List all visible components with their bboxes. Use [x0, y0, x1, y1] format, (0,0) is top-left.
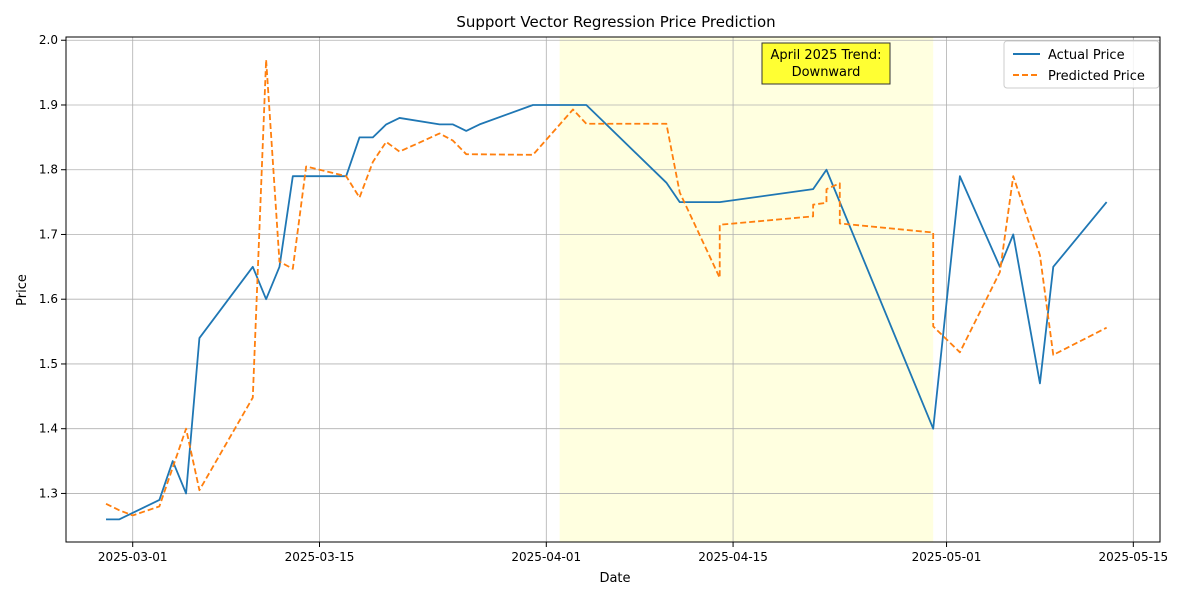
plot-frame [65, 36, 1161, 543]
highlight-span [559, 37, 934, 542]
april-highlight-band [559, 37, 934, 542]
axes-frame [65, 36, 1161, 543]
y-tick-label: 1.9 [39, 98, 58, 112]
y-tick-label: 1.8 [39, 163, 58, 177]
y-axis-label: Price [15, 274, 30, 306]
y-tick-label: 1.3 [39, 486, 58, 500]
grid-lines [66, 37, 1160, 542]
series-line-predicted [105, 58, 1108, 517]
y-axis-ticks: 1.3 1.4 1.5 1.6 1.7 1.8 1.9 2.0 [39, 33, 66, 500]
legend-box [1003, 40, 1160, 89]
x-axis-label: Date [599, 571, 630, 586]
trend-annotation: April 2025 Trend: Downward [761, 42, 891, 85]
x-tick-label: 2025-03-01 [98, 550, 168, 564]
y-tick-label: 1.7 [39, 227, 58, 241]
series-line-actual [106, 104, 1108, 521]
legend: Actual Price Predicted Price [1003, 40, 1160, 89]
legend-label-actual: Actual Price [1048, 48, 1125, 63]
y-tick-label: 1.6 [39, 292, 58, 306]
y-tick-label: 1.5 [39, 357, 58, 371]
x-axis-ticks: 2025-03-01 2025-03-15 2025-04-01 2025-04-15… [98, 542, 1168, 564]
annotation-line-1: April 2025 Trend: [770, 48, 881, 63]
legend-label-predicted: Predicted Price [1048, 69, 1145, 84]
x-tick-label: 2025-05-01 [912, 550, 982, 564]
annotation-line-2: Downward [792, 65, 861, 80]
series-lines [105, 58, 1108, 521]
chart-title: Support Vector Regression Price Predicti… [456, 13, 775, 31]
y-tick-label: 1.4 [39, 422, 58, 436]
annotation-box [761, 42, 891, 85]
y-tick-label: 2.0 [39, 33, 58, 47]
x-tick-label: 2025-05-15 [1098, 550, 1168, 564]
x-tick-label: 2025-04-15 [698, 550, 768, 564]
x-tick-label: 2025-03-15 [285, 550, 355, 564]
x-tick-label: 2025-04-01 [511, 550, 581, 564]
